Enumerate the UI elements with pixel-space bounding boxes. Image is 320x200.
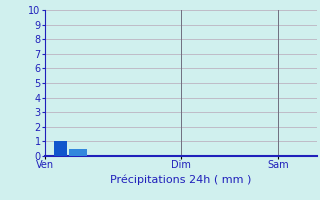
Bar: [53, 141, 67, 156]
Bar: [69, 149, 87, 156]
X-axis label: Précipitations 24h ( mm ): Précipitations 24h ( mm ): [110, 174, 252, 185]
